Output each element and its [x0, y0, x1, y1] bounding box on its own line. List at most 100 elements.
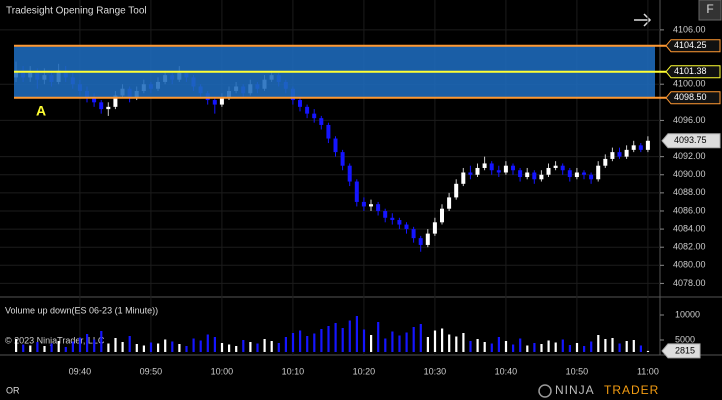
candle-body [539, 174, 544, 180]
candle-body [106, 106, 111, 110]
candle-body [383, 210, 388, 218]
candle-body [468, 172, 473, 175]
candle-body [589, 174, 594, 180]
volume-bar [270, 341, 273, 352]
x-tick-label: 10:50 [566, 366, 589, 376]
y-tick-label: 4100.00 [673, 79, 706, 89]
x-tick-label: 11:00 [637, 366, 659, 376]
x-tick-label: 10:40 [495, 366, 518, 376]
volume-bar [185, 346, 188, 352]
f-button-label[interactable]: F [706, 2, 713, 16]
volume-bar [341, 328, 344, 352]
volume-bar [64, 347, 67, 352]
candle-body [645, 140, 650, 150]
f-button[interactable] [698, 0, 722, 21]
candle-body [425, 233, 430, 245]
volume-bar [164, 339, 167, 352]
candle-body [461, 172, 466, 184]
y-tick-label: 10000 [675, 309, 700, 319]
volume-bar [320, 329, 323, 352]
volume-bar [220, 343, 224, 352]
last-volume-tag [661, 343, 701, 359]
candle-body [582, 172, 586, 175]
volume-bar [590, 341, 593, 352]
last-price-label: 4093.75 [674, 135, 707, 145]
candle-body [610, 152, 615, 159]
candle-body [326, 124, 331, 139]
candle-body [390, 217, 395, 221]
volume-bar [504, 341, 508, 352]
volume-bar [235, 346, 238, 352]
candle-body [418, 238, 423, 245]
volume-bar [490, 343, 493, 352]
volume-bar [540, 344, 543, 352]
candle-body [113, 95, 118, 107]
candle-body [340, 152, 345, 166]
x-tick-label: 10:20 [353, 366, 376, 376]
candle-body [369, 204, 373, 207]
y-tick-label: 4078.00 [673, 278, 706, 288]
range-price-label: 4104.25 [674, 40, 707, 50]
volume-bar [135, 344, 138, 352]
volume-bar [313, 333, 316, 352]
volume-bar [547, 340, 550, 352]
volume-bar [441, 328, 444, 352]
candle-body [511, 165, 515, 171]
range-price-label: 4098.50 [674, 92, 707, 102]
candle-body [638, 145, 643, 150]
candle-body [354, 181, 359, 202]
window-title: Tradesight Opening Range Tool [6, 6, 147, 17]
volume-title: Volume up down(ES 06-23 (1 Minute)) [5, 305, 158, 315]
volume-bar [476, 339, 479, 352]
x-tick-label: 10:30 [424, 366, 447, 376]
candle-body [397, 220, 402, 225]
volume-bar [348, 320, 351, 352]
volume-bar [256, 343, 259, 352]
volume-bar [568, 345, 571, 352]
arrow-icon[interactable] [634, 13, 652, 27]
candle-body [411, 229, 416, 239]
volume-bar [43, 346, 46, 352]
volume-bar [263, 339, 266, 352]
volume-bar [121, 342, 124, 352]
candle-body [532, 172, 537, 180]
x-tick-label: 10:10 [282, 366, 305, 376]
x-tick-label: 10:00 [211, 366, 234, 376]
volume-bar [377, 322, 380, 352]
volume-bar [646, 350, 650, 352]
volume-bar [29, 345, 32, 352]
volume-bar [398, 335, 401, 352]
candle-body [319, 118, 324, 125]
volume-bar [228, 344, 231, 352]
candle-body [567, 170, 572, 178]
volume-bar [448, 334, 451, 352]
volume-bar [334, 323, 337, 352]
candle-body [489, 163, 494, 171]
logo-right: TRADER [604, 383, 659, 397]
range-price-tag [665, 91, 721, 105]
volume-bar [142, 345, 145, 352]
volume-bar [639, 345, 642, 352]
volume-bar [419, 324, 422, 352]
volume-bar [526, 345, 529, 352]
volume-bar [391, 331, 394, 352]
volume-bar [632, 340, 635, 352]
volume-bar [291, 333, 295, 352]
y-tick-label: 4088.00 [673, 187, 706, 197]
candle-body [305, 106, 310, 114]
candle-body [333, 138, 338, 153]
candle-body [376, 204, 381, 211]
candle-body [475, 167, 480, 175]
range-price-tag [665, 65, 721, 79]
volume-bar [71, 341, 74, 352]
footer-label: OR [6, 385, 20, 395]
y-tick-label: 4092.00 [673, 151, 706, 161]
volume-bar [206, 334, 209, 352]
copyright: © 2023 NinjaTrader, LLC [5, 335, 105, 345]
candle-body [454, 183, 459, 198]
volume-bar [362, 329, 366, 352]
candle-body [553, 165, 558, 168]
x-tick-label: 09:50 [140, 366, 163, 376]
candle-body [212, 100, 217, 105]
volume-bar [114, 338, 117, 352]
